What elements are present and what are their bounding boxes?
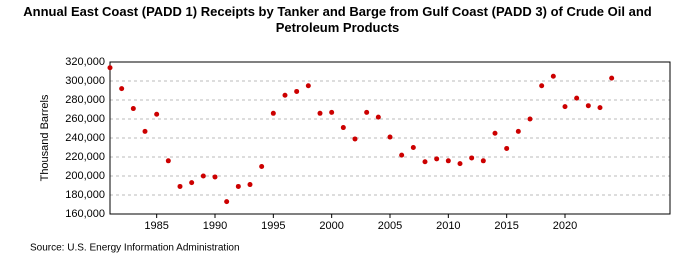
point <box>200 173 206 179</box>
point <box>504 145 510 151</box>
point <box>270 110 276 116</box>
point <box>317 110 323 116</box>
point <box>562 104 568 110</box>
point <box>585 103 591 109</box>
x-tick-label: 2020 <box>553 220 577 232</box>
y-tick-label: 260,000 <box>65 113 105 125</box>
point <box>294 88 300 94</box>
point <box>224 199 230 205</box>
point <box>259 164 265 169</box>
point <box>434 156 440 162</box>
y-tick-label: 180,000 <box>65 189 105 201</box>
point <box>609 75 615 81</box>
point <box>480 158 486 164</box>
y-tick-label: 200,000 <box>65 170 105 182</box>
y-tick-label: 280,000 <box>65 94 105 106</box>
point <box>177 183 183 189</box>
point <box>305 83 311 89</box>
point <box>550 73 556 79</box>
point <box>515 128 521 134</box>
y-tick-label: 220,000 <box>65 151 105 163</box>
point <box>154 111 160 117</box>
point <box>539 83 545 89</box>
point <box>469 155 475 161</box>
point <box>399 152 405 158</box>
point <box>142 128 148 134</box>
chart-title: Annual East Coast (PADD 1) Receipts by T… <box>23 4 652 35</box>
x-tick-label: 2010 <box>436 220 460 232</box>
y-axis-label: Thousand Barrels <box>39 94 51 181</box>
point <box>492 130 498 136</box>
y-tick-label: 240,000 <box>65 132 105 144</box>
x-tick-label: 1985 <box>144 220 168 232</box>
point <box>527 116 533 122</box>
plot-frame <box>109 61 671 215</box>
point <box>364 109 370 115</box>
point <box>445 158 451 164</box>
point <box>282 92 288 98</box>
point <box>329 109 335 115</box>
point <box>457 161 463 167</box>
x-tick-label: 1995 <box>261 220 285 232</box>
point <box>387 134 393 140</box>
point <box>212 174 218 180</box>
x-tick-label: 2005 <box>378 220 402 232</box>
y-tick-label: 300,000 <box>65 75 105 87</box>
point <box>410 145 416 150</box>
point <box>189 180 195 186</box>
point <box>119 86 125 92</box>
y-tick-label: 320,000 <box>65 56 105 68</box>
point <box>375 114 381 120</box>
point <box>130 106 136 112</box>
point <box>235 183 241 189</box>
point <box>422 159 428 165</box>
point <box>165 158 171 164</box>
x-tick-label: 2015 <box>494 220 518 232</box>
y-tick-label: 160,000 <box>65 208 105 220</box>
point <box>107 65 113 71</box>
point <box>247 182 253 188</box>
x-tick-label: 1990 <box>203 220 227 232</box>
point <box>352 136 358 142</box>
source: Source: U.S. Energy Information Administ… <box>30 243 240 254</box>
point <box>340 125 346 131</box>
x-tick-label: 2000 <box>319 220 343 232</box>
point <box>574 95 580 101</box>
point <box>597 105 603 111</box>
